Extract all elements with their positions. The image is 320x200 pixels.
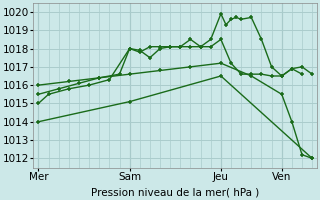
X-axis label: Pression niveau de la mer( hPa ): Pression niveau de la mer( hPa ) bbox=[91, 187, 260, 197]
